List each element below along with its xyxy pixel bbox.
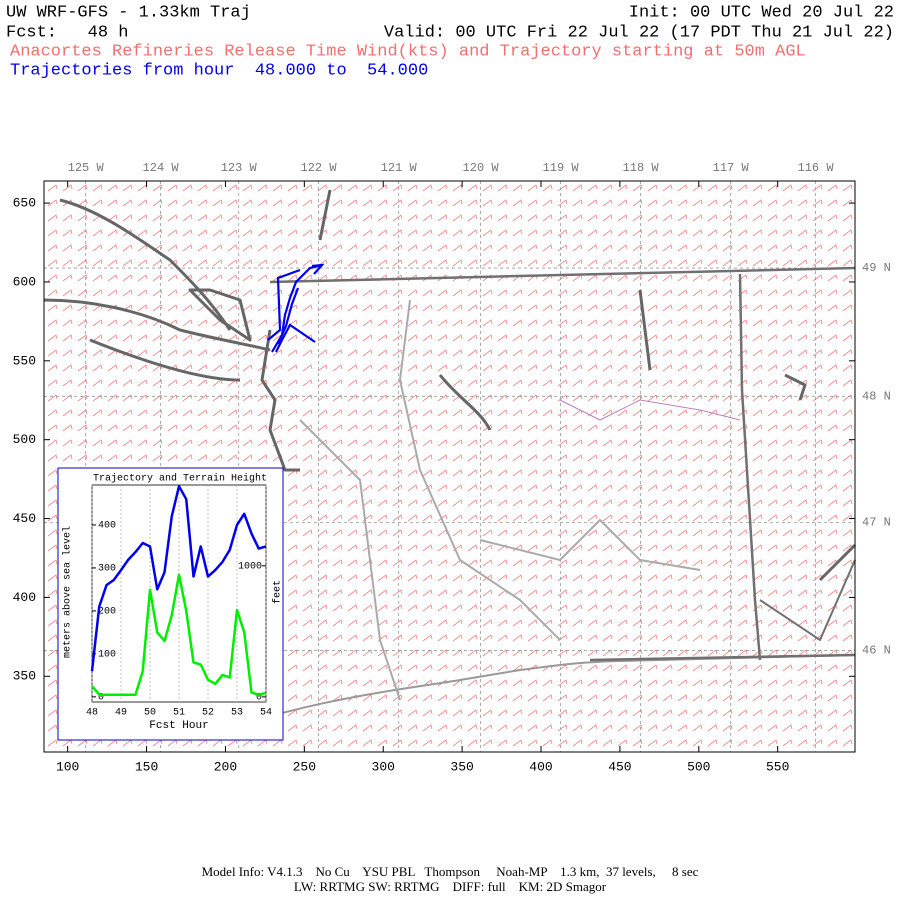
x-tick-label: 51 bbox=[173, 708, 185, 719]
x-tick-label: 100 bbox=[56, 759, 79, 774]
y-tick-label: 450 bbox=[13, 511, 36, 526]
y-tick-label: 650 bbox=[13, 196, 36, 211]
inset-panel bbox=[57, 467, 284, 741]
latitude-label: 49 N bbox=[862, 261, 891, 275]
x-tick-label: 200 bbox=[214, 759, 237, 774]
x-tick-label: 150 bbox=[135, 759, 158, 774]
x-tick-label: 54 bbox=[260, 708, 272, 719]
y-tick-label: 350 bbox=[13, 669, 36, 684]
y-tick-label: 600 bbox=[13, 274, 36, 289]
forecast-hour: Fcst: 48 h bbox=[6, 23, 128, 42]
longitude-label: 119 W bbox=[543, 161, 580, 175]
x-tick-label: 52 bbox=[202, 708, 214, 719]
x-tick-label: 53 bbox=[231, 708, 243, 719]
latitude-label: 47 N bbox=[862, 516, 891, 530]
geography bbox=[43, 189, 857, 741]
x-tick-label: 550 bbox=[766, 759, 789, 774]
subtitle: Anacortes Refineries Release Time Wind(k… bbox=[10, 42, 806, 61]
trajectories bbox=[267, 263, 325, 353]
title: UW WRF-GFS - 1.33km Traj bbox=[6, 3, 251, 22]
longitude-label: 124 W bbox=[143, 161, 180, 175]
y2-tick-label: 1000 bbox=[238, 561, 262, 572]
series-line bbox=[91, 573, 267, 696]
longitude-label: 122 W bbox=[301, 161, 338, 175]
inset-title: Trajectory and Terrain Height bbox=[93, 473, 267, 485]
map-axes: 100 150 200 250 300 350 400 450 500 5503504004505… bbox=[13, 161, 891, 774]
inset-chart: 48 49 50 51 52 53 54 0 100 200 300 400 0 1000 bbox=[86, 485, 272, 719]
x-tick-label: 300 bbox=[372, 759, 395, 774]
trajectory-range: Trajectories from hour 48.000 to 54.000 bbox=[10, 61, 428, 80]
physics-info: LW: RRTMG SW: RRTMG DIFF: full KM: 2D Sm… bbox=[294, 879, 607, 894]
x-axis-label: Fcst Hour bbox=[149, 720, 208, 732]
y-tick-label: 200 bbox=[98, 607, 116, 618]
latitude-label: 46 N bbox=[862, 644, 891, 658]
init-time: Init: 00 UTC Wed 20 Jul 22 bbox=[629, 3, 894, 22]
longitude-label: 121 W bbox=[381, 161, 418, 175]
x-tick-label: 400 bbox=[529, 759, 552, 774]
x-tick-label: 450 bbox=[608, 759, 631, 774]
y2-tick-label: 0 bbox=[256, 693, 262, 704]
x-tick-label: 250 bbox=[293, 759, 316, 774]
latitude-label: 48 N bbox=[862, 389, 891, 403]
y-tick-label: 400 bbox=[98, 521, 116, 532]
x-tick-label: 48 bbox=[86, 708, 98, 719]
x-tick-label: 49 bbox=[115, 708, 127, 719]
y-tick-label: 300 bbox=[98, 564, 116, 575]
longitude-label: 120 W bbox=[463, 161, 500, 175]
y-axis-label: meters above sea level bbox=[62, 526, 74, 658]
x-tick-label: 350 bbox=[450, 759, 473, 774]
x-tick-label: 50 bbox=[144, 708, 156, 719]
longitude-label: 123 W bbox=[221, 161, 258, 175]
valid-time: Valid: 00 UTC Fri 22 Jul 22 (17 PDT Thu … bbox=[384, 23, 894, 42]
y-tick-label: 100 bbox=[98, 650, 116, 661]
series-line bbox=[90, 485, 267, 672]
y-tick-label: 500 bbox=[13, 432, 36, 447]
map-frame bbox=[43, 180, 856, 753]
y-tick-label: 0 bbox=[98, 692, 104, 703]
x-tick-label: 500 bbox=[687, 759, 710, 774]
longitude-label: 118 W bbox=[623, 161, 660, 175]
y-tick-label: 550 bbox=[13, 353, 36, 368]
y2-axis-label: feet bbox=[272, 580, 284, 604]
longitude-label: 117 W bbox=[713, 161, 750, 175]
longitude-label: 125 W bbox=[68, 161, 105, 175]
longitude-label: 116 W bbox=[798, 161, 835, 175]
model-info: Model Info: V4.1.3 No Cu YSU PBL Thompso… bbox=[202, 864, 699, 879]
y-tick-label: 400 bbox=[13, 590, 36, 605]
